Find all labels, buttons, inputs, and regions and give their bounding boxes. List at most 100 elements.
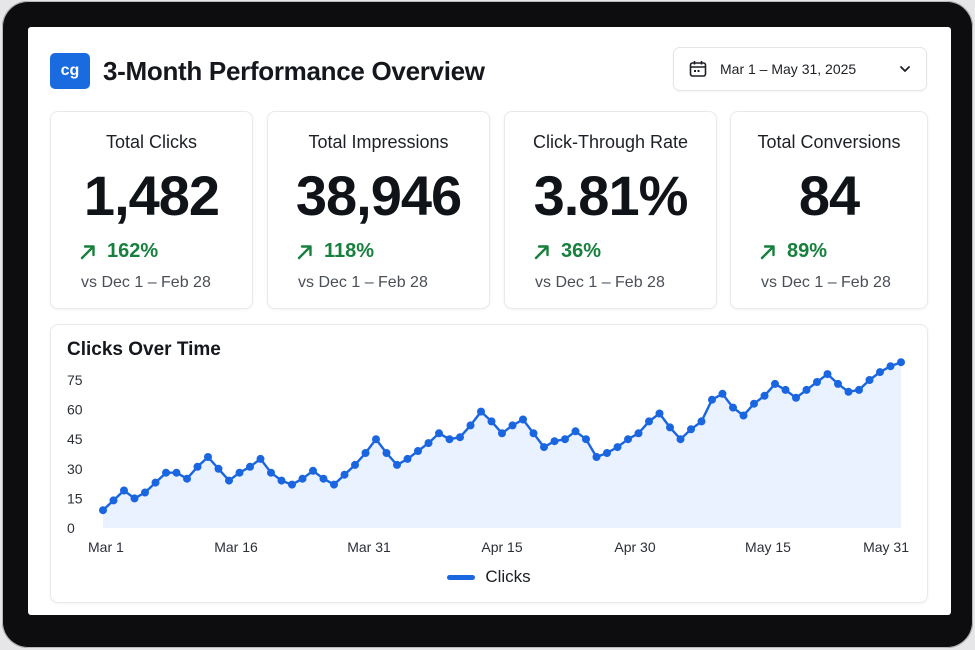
clicks-data-point[interactable]: [519, 415, 527, 424]
clicks-data-point[interactable]: [445, 435, 454, 444]
clicks-data-point[interactable]: [813, 378, 821, 386]
x-tick-label: May 31: [863, 539, 909, 555]
clicks-data-point[interactable]: [162, 468, 170, 477]
kpi-compare-period: vs Dec 1 – Feb 28: [298, 274, 428, 291]
clicks-data-point[interactable]: [214, 464, 223, 473]
clicks-data-point[interactable]: [298, 474, 307, 483]
clicks-data-point[interactable]: [897, 358, 905, 367]
clicks-data-point[interactable]: [739, 411, 748, 420]
clicks-data-point[interactable]: [676, 435, 685, 444]
clicks-data-point[interactable]: [697, 417, 706, 426]
clicks-data-point[interactable]: [340, 470, 349, 479]
clicks-data-point[interactable]: [204, 453, 212, 461]
clicks-data-point[interactable]: [540, 443, 548, 452]
y-tick-label: 60: [67, 402, 83, 418]
clicks-data-point[interactable]: [571, 427, 580, 436]
clicks-data-point[interactable]: [172, 468, 181, 477]
chart-title: Clicks Over Time: [67, 339, 221, 360]
brand-logo[interactable]: cg: [50, 53, 90, 89]
clicks-data-point[interactable]: [666, 423, 674, 432]
clicks-data-point[interactable]: [592, 453, 601, 461]
clicks-data-point[interactable]: [529, 429, 538, 438]
clicks-data-point[interactable]: [561, 435, 569, 444]
clicks-data-point[interactable]: [435, 429, 443, 438]
kpi-title: Total Clicks: [105, 132, 198, 152]
clicks-data-point[interactable]: [498, 429, 506, 438]
clicks-data-point[interactable]: [645, 417, 653, 426]
clicks-data-point[interactable]: [256, 454, 265, 463]
date-range-picker[interactable]: Mar 1 – May 31, 2025: [673, 47, 927, 91]
clicks-data-point[interactable]: [130, 494, 139, 503]
clicks-data-point[interactable]: [361, 449, 370, 457]
brand-logo-text: cg: [60, 62, 80, 79]
clicks-data-point[interactable]: [246, 462, 254, 471]
clicks-data-point[interactable]: [771, 379, 779, 388]
clicks-line-chart: 0 15 30 45 60 75 Mar 1 Mar 16 Mar 31 Apr 15 Apr 30…: [67, 358, 909, 555]
clicks-data-point[interactable]: [477, 407, 485, 416]
clicks-data-point[interactable]: [624, 435, 632, 444]
clicks-data-point[interactable]: [844, 387, 853, 396]
clicks-data-point[interactable]: [141, 488, 149, 497]
clicks-data-point[interactable]: [319, 474, 328, 483]
kpi-change: 36%: [533, 240, 601, 263]
clicks-data-point[interactable]: [151, 478, 160, 487]
clicks-data-point[interactable]: [330, 480, 338, 489]
clicks-data-point[interactable]: [550, 437, 559, 446]
clicks-data-point[interactable]: [655, 409, 664, 418]
clicks-data-point[interactable]: [309, 466, 317, 475]
kpi-compare-period: vs Dec 1 – Feb 28: [761, 274, 891, 291]
clicks-data-point[interactable]: [487, 417, 496, 426]
clicks-data-point[interactable]: [802, 385, 811, 394]
clicks-data-point[interactable]: [582, 435, 590, 444]
clicks-data-point[interactable]: [718, 389, 727, 398]
clicks-data-point[interactable]: [834, 379, 842, 388]
calendar-icon: [689, 61, 707, 77]
clicks-data-point[interactable]: [886, 362, 895, 371]
clicks-data-point[interactable]: [120, 486, 128, 495]
clicks-data-point[interactable]: [781, 385, 790, 394]
arrow-up-right-icon: [80, 244, 95, 259]
clicks-data-point[interactable]: [634, 429, 643, 438]
clicks-data-point[interactable]: [382, 449, 391, 457]
clicks-data-point[interactable]: [403, 454, 412, 463]
clicks-data-point[interactable]: [393, 460, 401, 469]
clicks-data-point[interactable]: [414, 447, 422, 455]
clicks-data-point[interactable]: [760, 391, 769, 400]
clicks-data-point[interactable]: [277, 476, 286, 485]
clicks-data-point[interactable]: [372, 435, 380, 444]
clicks-data-point[interactable]: [235, 468, 244, 477]
clicks-data-point[interactable]: [508, 421, 517, 430]
clicks-data-point[interactable]: [466, 421, 475, 430]
clicks-data-point[interactable]: [823, 370, 832, 379]
clicks-chart-card: Clicks Over Time 0 15 30 45 60 75 Mar 1 Mar 16 M…: [50, 324, 928, 603]
clicks-data-point[interactable]: [708, 395, 716, 404]
clicks-data-point[interactable]: [855, 385, 863, 394]
clicks-data-point[interactable]: [424, 439, 433, 448]
kpi-title: Total Conversions: [757, 132, 901, 152]
y-tick-label: 0: [67, 520, 75, 536]
x-tick-label: Mar 16: [214, 539, 258, 555]
clicks-data-point[interactable]: [351, 460, 359, 469]
clicks-data-point[interactable]: [750, 399, 758, 408]
clicks-data-point[interactable]: [288, 480, 296, 489]
clicks-data-point[interactable]: [225, 476, 233, 485]
clicks-data-point[interactable]: [687, 425, 695, 434]
legend-swatch-clicks: [447, 574, 476, 580]
clicks-data-point[interactable]: [183, 474, 191, 483]
clicks-data-point[interactable]: [613, 443, 622, 452]
y-tick-label: 75: [67, 372, 83, 388]
clicks-data-point[interactable]: [267, 468, 275, 477]
clicks-data-point[interactable]: [865, 376, 874, 384]
clicks-data-point[interactable]: [729, 403, 737, 412]
clicks-data-point[interactable]: [603, 449, 611, 457]
clicks-data-point[interactable]: [456, 433, 464, 442]
clicks-data-point[interactable]: [99, 506, 107, 515]
dashboard-screen: cg 3-Month Performance Overview Mar 1 – …: [28, 27, 951, 615]
kpi-value: 84: [798, 164, 860, 227]
clicks-data-point[interactable]: [193, 462, 202, 471]
clicks-data-point[interactable]: [792, 393, 800, 402]
chart-legend[interactable]: Clicks: [51, 567, 927, 587]
clicks-data-point[interactable]: [876, 368, 884, 377]
clicks-data-point[interactable]: [109, 496, 118, 505]
